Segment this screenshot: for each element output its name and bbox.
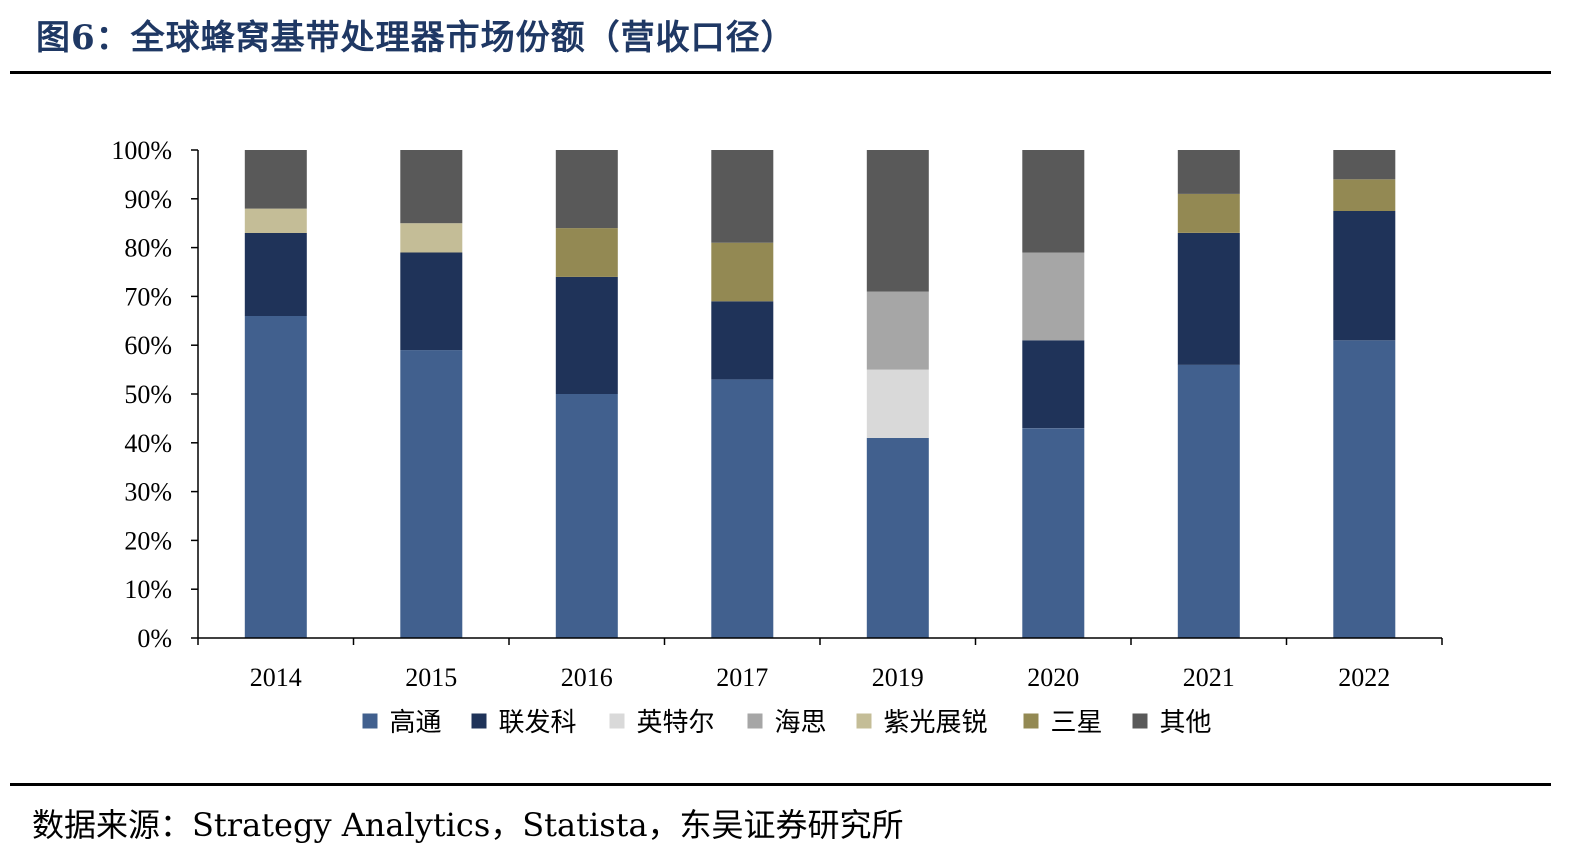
x-tick-label: 2014 <box>250 663 302 692</box>
bar-segment-2022-5 <box>1333 179 1396 211</box>
legend-swatch-0 <box>362 713 378 729</box>
legend-label-1: 联发科 <box>499 708 577 738</box>
bar-segment-2020-3 <box>1022 252 1085 341</box>
bar-segment-2019-3 <box>866 291 929 370</box>
legend-swatch-1 <box>471 713 487 729</box>
bar-segment-2022-1 <box>1333 211 1396 341</box>
y-tick-label: 40% <box>124 429 172 458</box>
bar-segment-2021-5 <box>1177 193 1240 233</box>
y-tick-label: 70% <box>124 282 172 311</box>
legend-label-0: 高通 <box>390 708 442 738</box>
legend-label-4: 紫光展锐 <box>884 708 988 738</box>
legend-swatch-3 <box>747 713 763 729</box>
legend-swatch-2 <box>609 713 625 729</box>
y-tick-label: 80% <box>124 234 172 263</box>
x-tick-label: 2015 <box>405 663 457 692</box>
legend-swatch-4 <box>856 713 872 729</box>
bar-segment-2017-1 <box>711 301 774 380</box>
top-rule <box>10 71 1551 74</box>
bar-segment-2021-6 <box>1177 150 1240 194</box>
bar-segment-2016-5 <box>555 228 618 277</box>
y-tick-label: 20% <box>124 526 172 555</box>
figure-title: 图6：全球蜂窝基带处理器市场份额（营收口径） <box>36 18 796 58</box>
x-axis-labels: 2014 2015 2016 2017 2019 2020 2021 2022 <box>250 663 1391 692</box>
legend-label-2: 英特尔 <box>637 708 715 738</box>
bar-segment-2014-1 <box>244 233 307 316</box>
legend: 高通 联发科 英特尔 海思 紫光展锐 三星 其他 <box>362 708 1212 738</box>
bar-segment-2020-1 <box>1022 340 1085 429</box>
bottom-rule <box>10 783 1551 786</box>
x-tick-label: 2022 <box>1338 663 1390 692</box>
legend-label-3: 海思 <box>775 708 827 738</box>
source-note: 数据来源：Strategy Analytics，Statista，东吴证券研究所 <box>32 806 904 844</box>
y-tick-label: 10% <box>124 575 172 604</box>
bar-segment-2017-5 <box>711 242 774 302</box>
y-tick-label: 30% <box>124 478 172 507</box>
bar-segment-2022-6 <box>1333 150 1396 180</box>
bar-segment-2020-0 <box>1022 428 1085 638</box>
bar-segment-2016-6 <box>555 150 618 229</box>
y-axis-ticks: 0% 10% 20% 30% 40% 50% 60% 70% 80% 90% 100% <box>111 136 198 653</box>
y-tick-label: 50% <box>124 380 172 409</box>
bars <box>244 150 1396 638</box>
legend-label-6: 其他 <box>1160 708 1212 738</box>
legend-swatch-6 <box>1132 713 1148 729</box>
x-tick-label: 2019 <box>872 663 924 692</box>
bar-segment-2016-1 <box>555 276 618 394</box>
bar-segment-2016-0 <box>555 394 618 638</box>
bar-segment-2015-6 <box>400 150 463 224</box>
x-tick-label: 2017 <box>716 663 768 692</box>
x-tick-label: 2016 <box>561 663 613 692</box>
bar-segment-2014-6 <box>244 150 307 209</box>
bar-segment-2014-0 <box>244 315 307 638</box>
bar-segment-2022-0 <box>1333 340 1396 638</box>
y-tick-label: 0% <box>137 624 172 653</box>
y-tick-label: 90% <box>124 185 172 214</box>
x-tick-label: 2020 <box>1027 663 1079 692</box>
legend-swatch-5 <box>1023 713 1039 729</box>
x-tick-label: 2021 <box>1183 663 1235 692</box>
bar-segment-2019-2 <box>866 369 929 438</box>
bar-segment-2019-6 <box>866 150 929 292</box>
bar-segment-2020-6 <box>1022 150 1085 253</box>
bar-segment-2019-0 <box>866 437 929 638</box>
y-tick-label: 100% <box>111 136 172 165</box>
bar-segment-2021-0 <box>1177 364 1240 638</box>
legend-label-5: 三星 <box>1051 708 1103 738</box>
bar-segment-2014-4 <box>244 208 307 233</box>
y-tick-label: 60% <box>124 331 172 360</box>
bar-segment-2015-4 <box>400 223 463 253</box>
bar-segment-2017-0 <box>711 379 774 638</box>
bar-segment-2017-6 <box>711 150 774 243</box>
bar-segment-2015-1 <box>400 252 463 351</box>
stacked-bar-chart: 0%10%20%30%40%50%60%70%80%90%100% 2014 20… <box>111 136 1443 738</box>
bar-segment-2015-0 <box>400 350 463 638</box>
bar-segment-2021-1 <box>1177 233 1240 365</box>
axes <box>197 150 1443 645</box>
